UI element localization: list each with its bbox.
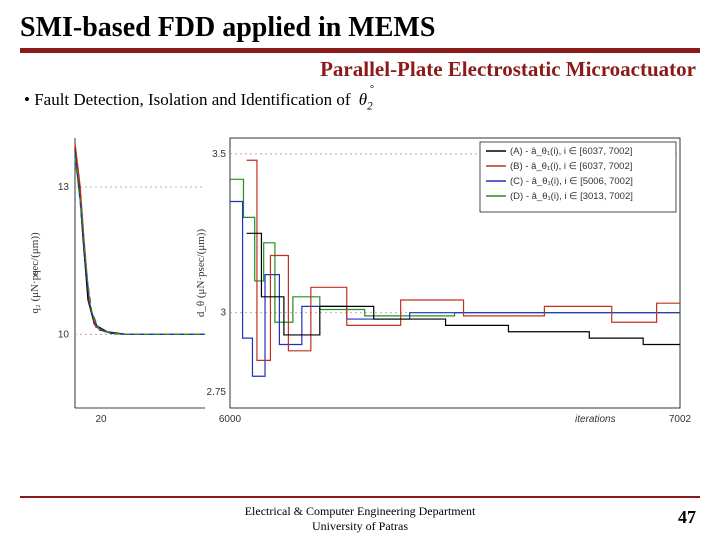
bullet-text: Fault Detection, Isolation and Identific… [0,90,720,112]
bullet-main: Fault Detection, Isolation and Identific… [34,90,355,109]
svg-text:(C) - â_θ₁(i), i ∈ [5006, 7002: (C) - â_θ₁(i), i ∈ [5006, 7002] [510,176,633,187]
svg-text:d_θ (μN·psec/(μm)): d_θ (μN·psec/(μm)) [195,229,207,318]
title-rule [20,48,700,53]
svg-text:(A) - â_θ₁(i), i ∈ [6037, 7002: (A) - â_θ₁(i), i ∈ [6037, 7002] [510,146,632,157]
slide-title: SMI-based FDD applied in MEMS [0,0,720,48]
svg-text:10: 10 [58,330,70,341]
subtitle: Parallel-Plate Electrostatic Microactuat… [0,57,720,82]
svg-text:6000: 6000 [219,414,242,425]
svg-text:iterations: iterations [575,414,616,425]
svg-text:13: 13 [58,182,70,193]
svg-text:3: 3 [220,308,226,319]
svg-text:(B) - â_θ₁(i), i ∈ [6037, 7002: (B) - â_θ₁(i), i ∈ [6037, 7002] [510,161,632,172]
footer-rule [20,496,700,498]
svg-text:q₂ (μN·psec/(μm)): q₂ (μN·psec/(μm)) [29,232,41,314]
svg-text:20: 20 [95,414,107,425]
svg-text:3.5: 3.5 [212,149,226,160]
charts-svg: 101320qq₂ (μN·psec/(μm))2.7533.560007002… [20,118,700,448]
page-number: 47 [678,507,696,528]
footer-line1: Electrical & Computer Engineering Depart… [245,504,476,518]
svg-text:2.75: 2.75 [207,388,227,399]
bullet-symbol: θ2° [359,90,377,109]
footer-line2: University of Patras [312,519,408,533]
svg-text:7002: 7002 [669,414,692,425]
charts-area: 101320qq₂ (μN·psec/(μm))2.7533.560007002… [20,118,700,448]
svg-text:(D) - â_θ₁(i), i ∈ [3013, 7002: (D) - â_θ₁(i), i ∈ [3013, 7002] [510,191,633,202]
footer-text: Electrical & Computer Engineering Depart… [0,504,720,534]
